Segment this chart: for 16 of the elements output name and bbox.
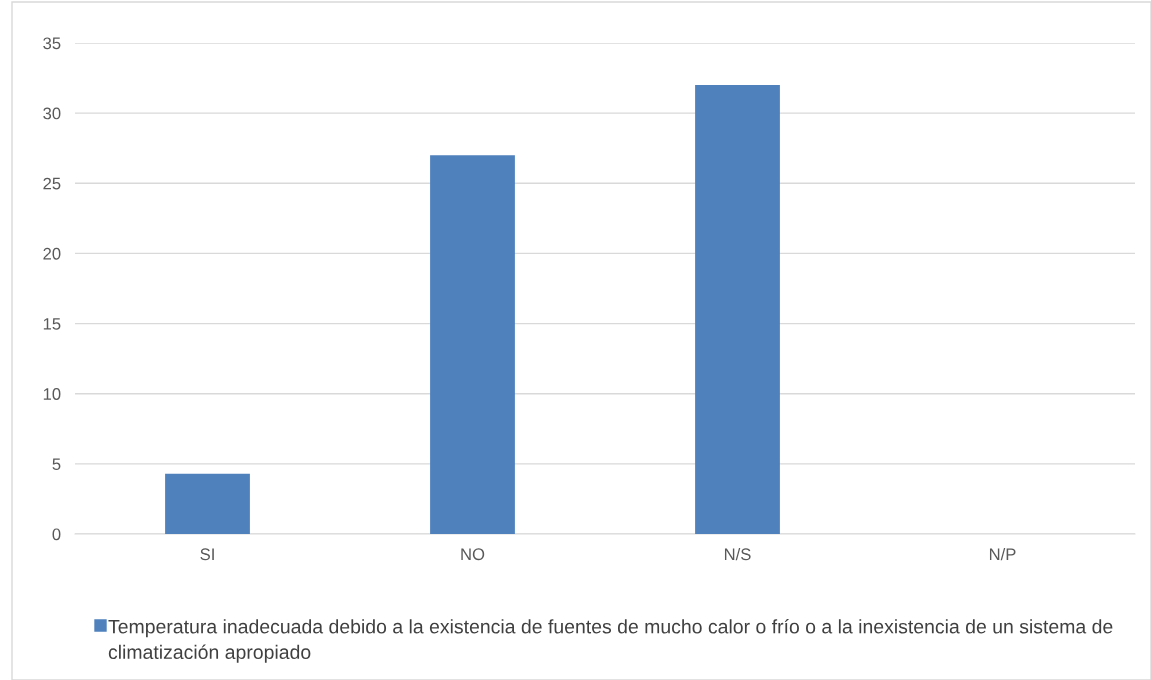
y-tick-label: 15 — [43, 318, 61, 330]
y-tick-label: 20 — [43, 247, 61, 260]
y-tick-label: 30 — [43, 107, 61, 120]
y-tick-label: 25 — [43, 177, 61, 190]
y-tick-label: 10 — [43, 388, 61, 400]
x-tick-label: N/S — [724, 547, 751, 561]
x-tick-label: N/P — [989, 547, 1016, 561]
bar — [430, 155, 515, 534]
x-tick-label: NO — [461, 548, 485, 561]
legend-label: Temperatura inadecuada debido a la existencia de fuentes de mucho calor o frío o a la inexistencia de un sistema de climatización apropiado — [108, 619, 1113, 663]
y-tick-label: 5 — [52, 458, 61, 471]
y-tick-label: 35 — [43, 37, 61, 50]
x-tick-label: SI — [200, 548, 214, 561]
y-tick-label: 0 — [52, 528, 61, 541]
bar — [695, 85, 780, 534]
bar — [165, 473, 250, 534]
